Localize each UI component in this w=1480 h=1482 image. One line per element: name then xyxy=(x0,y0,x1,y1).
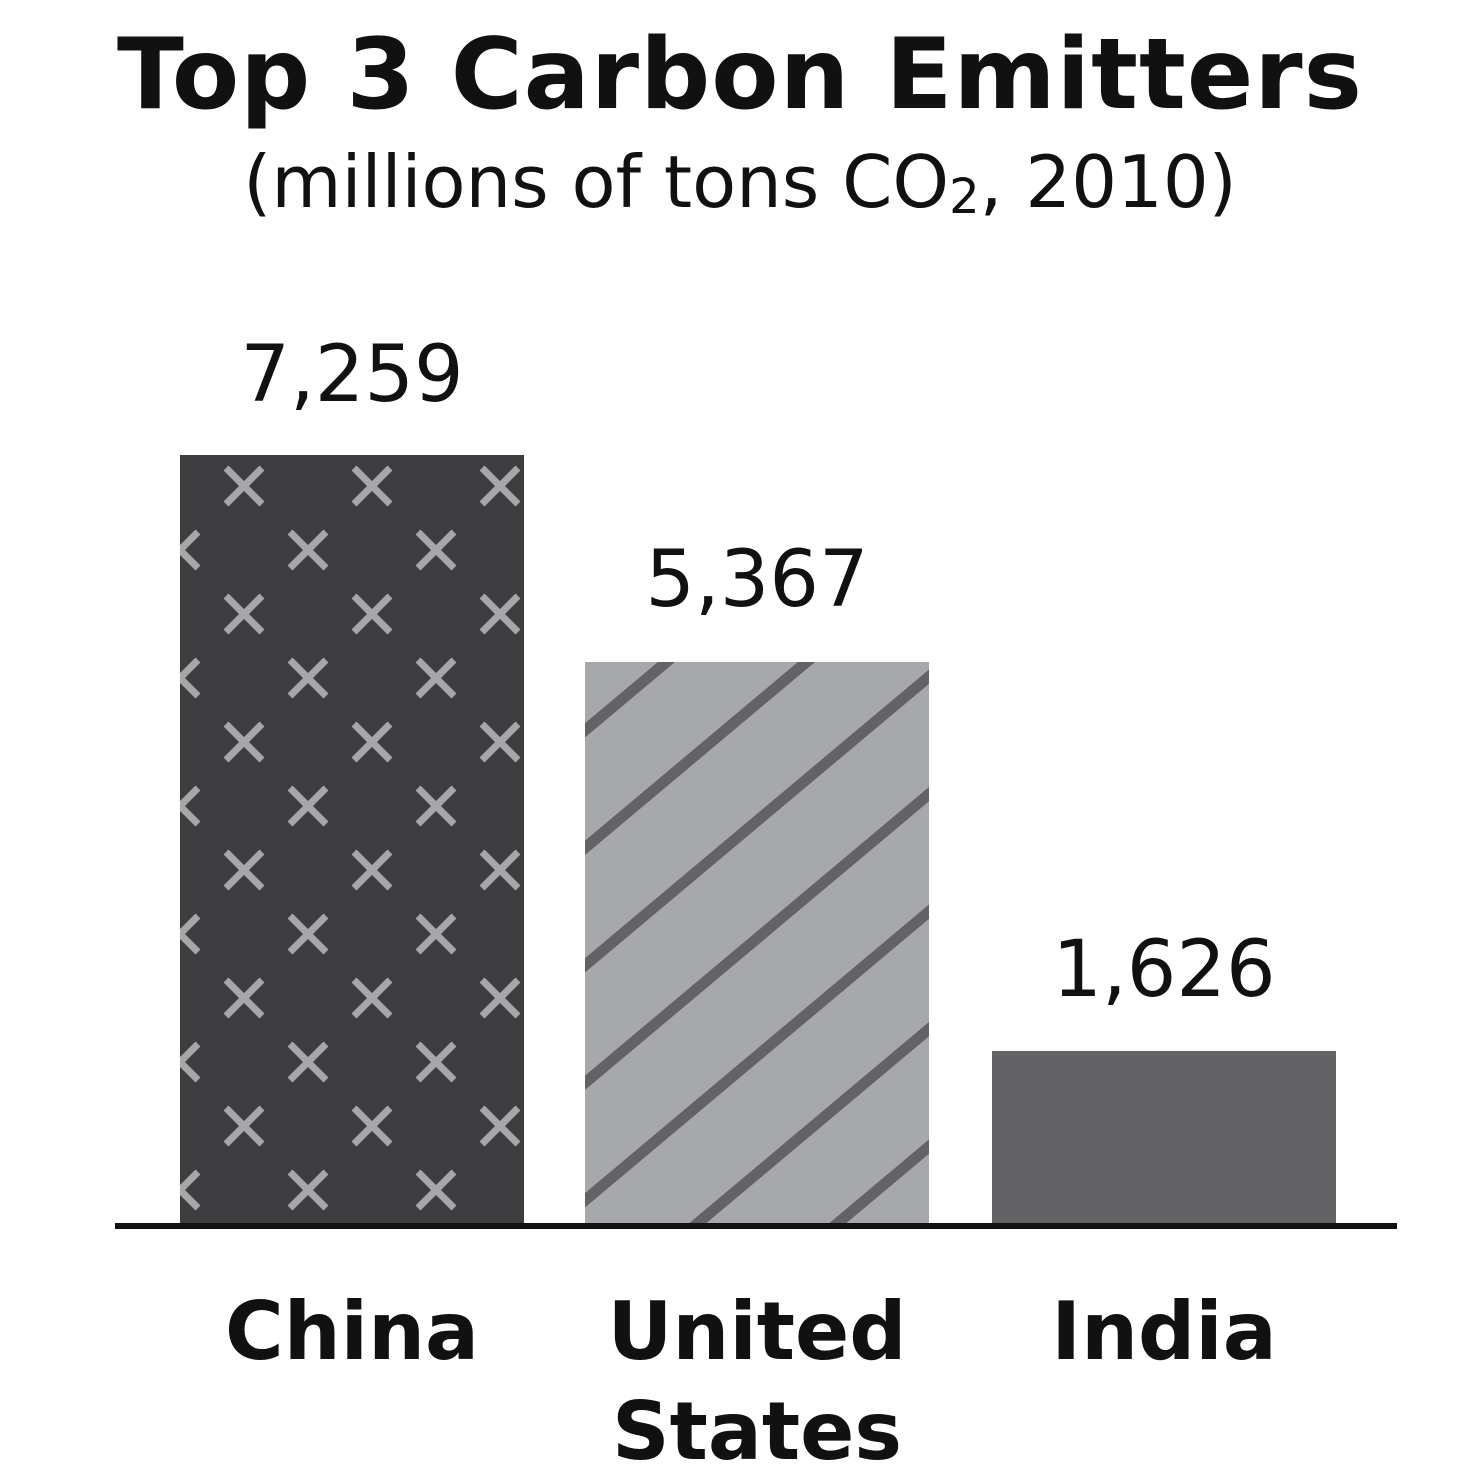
chart-subtitle: (millions of tons CO2, 2010) xyxy=(243,140,1237,225)
category-label-united-states: United States xyxy=(607,1285,907,1478)
value-label-india: 1,626 xyxy=(1052,925,1276,1015)
bar-united-states xyxy=(585,662,929,1225)
value-label-united-states: 5,367 xyxy=(645,535,869,625)
category-label-china: China xyxy=(224,1285,480,1378)
bar-china xyxy=(180,455,524,1225)
x-axis-line xyxy=(115,1223,1397,1229)
chart-title: Top 3 Carbon Emitters xyxy=(117,18,1363,132)
value-label-china: 7,259 xyxy=(240,330,464,420)
category-label-india: India xyxy=(1051,1285,1277,1378)
bar-india xyxy=(992,1051,1336,1225)
